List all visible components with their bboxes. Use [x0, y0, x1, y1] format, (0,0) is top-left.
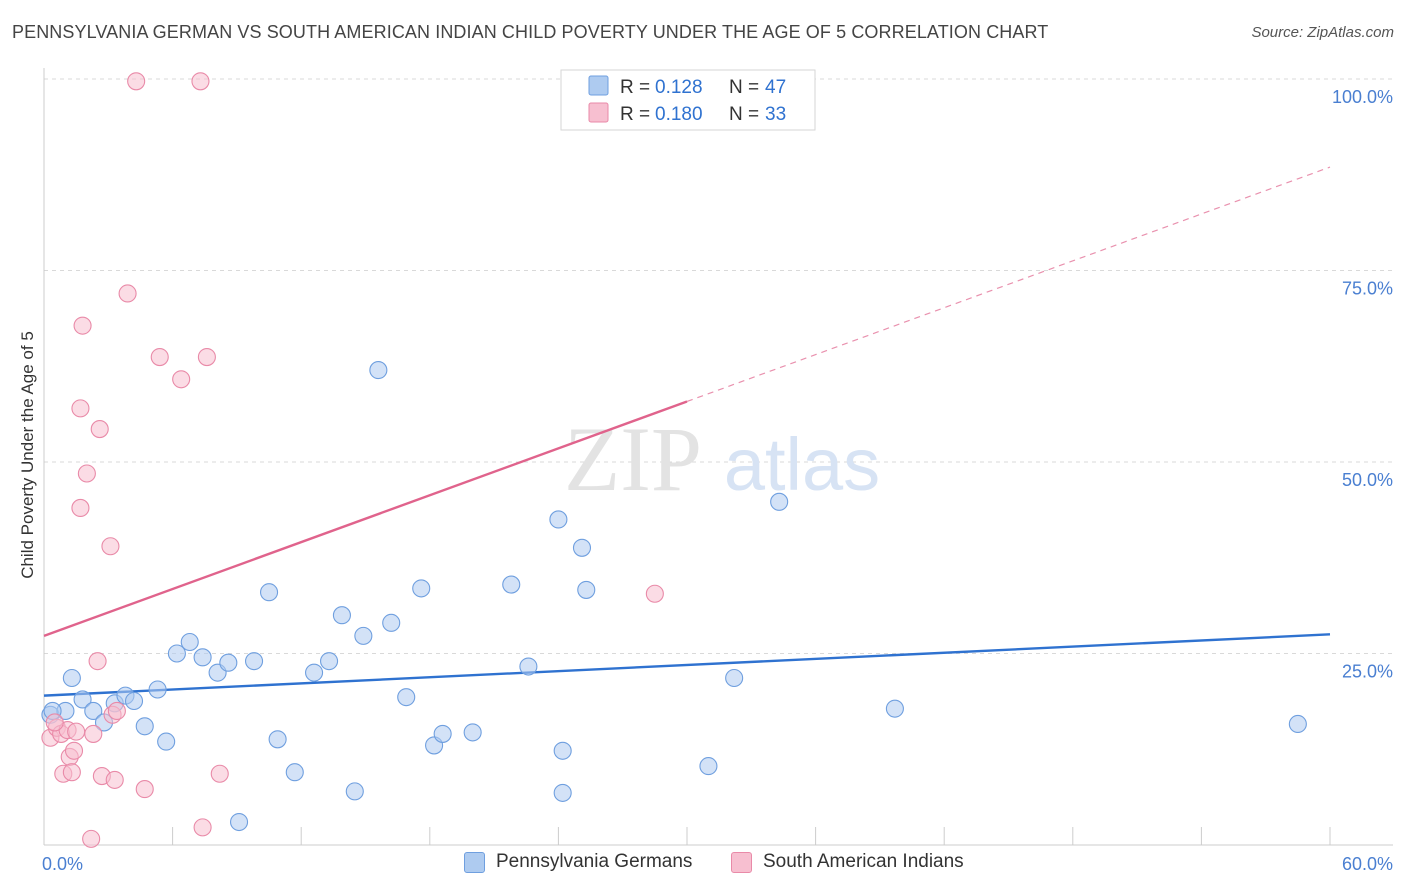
- pennsylvania-germans-point: [519, 657, 538, 676]
- pennsylvania-germans-point: [219, 653, 238, 672]
- south-american-indians-point: [77, 464, 96, 483]
- pennsylvania-germans-point: [268, 730, 287, 749]
- south-american-indians-point: [90, 420, 109, 439]
- legend-r-value-2: 0.180: [655, 104, 703, 125]
- legend-swatch-pennsylvania-germans: [464, 851, 485, 873]
- pennsylvania-germans-point: [332, 606, 351, 625]
- pennsylvania-germans-point: [180, 632, 199, 652]
- y-tick-label: 25.0%: [1342, 662, 1393, 682]
- south-american-indians-point: [645, 584, 664, 603]
- pennsylvania-germans-point: [135, 717, 154, 736]
- pennsylvania-germans-point: [320, 652, 339, 671]
- legend-item-south-american-indians: South American Indians: [731, 851, 964, 873]
- pennsylvania-germans-point: [354, 626, 373, 645]
- south-american-indians-point: [150, 348, 169, 367]
- south-american-indians-point: [210, 764, 229, 783]
- pennsylvania-germans-point: [502, 575, 521, 594]
- south-american-indians-point: [71, 498, 90, 518]
- pennsylvania-germans-trendline: [43, 633, 1331, 697]
- pennsylvania-germans-point: [412, 579, 431, 598]
- south-american-indians-point: [127, 72, 146, 91]
- south-american-indians-trendline: [43, 400, 688, 638]
- south-american-indians-point: [118, 284, 137, 303]
- pennsylvania-germans-point: [553, 741, 572, 760]
- pennsylvania-germans-point: [699, 757, 718, 776]
- y-tick-label: 50.0%: [1342, 470, 1393, 490]
- pennsylvania-germans-point: [84, 701, 103, 721]
- south-american-indians-point: [191, 72, 210, 91]
- south-american-indians-point: [107, 701, 126, 721]
- y-tick-label: 100.0%: [1332, 87, 1393, 107]
- pennsylvania-germans-point: [244, 652, 264, 671]
- legend-label-pennsylvania-germans: Pennsylvania Germans: [496, 851, 693, 872]
- pennsylvania-germans-point: [553, 783, 572, 802]
- south-american-indians-point: [101, 537, 120, 556]
- chart-title: PENNSYLVANIA GERMAN VS SOUTH AMERICAN IN…: [12, 22, 1049, 42]
- pennsylvania-germans-point: [382, 613, 401, 632]
- watermark-atlas: atlas: [724, 423, 880, 506]
- legend-swatch-south-american-indians: [731, 851, 752, 873]
- pennsylvania-germans-point: [148, 680, 167, 699]
- south-american-indians-point: [88, 652, 107, 671]
- south-american-indians-point: [73, 316, 92, 335]
- south-american-indians-point: [172, 370, 191, 389]
- pennsylvania-germans-point: [433, 724, 452, 743]
- south-american-indians-trendline-extension: [686, 166, 1331, 403]
- pennsylvania-germans-point: [124, 691, 144, 711]
- legend-label-south-american-indians: South American Indians: [763, 851, 964, 872]
- south-american-indians-point: [62, 763, 81, 782]
- south-american-indians-point: [105, 770, 124, 789]
- pennsylvania-germans-point: [62, 668, 81, 688]
- y-tick-label: 75.0%: [1342, 279, 1393, 299]
- legend-swatch-pink: [588, 102, 609, 123]
- pennsylvania-germans-point: [369, 361, 388, 380]
- south-american-indians-point: [193, 818, 212, 837]
- south-american-indians-point: [82, 829, 101, 848]
- x-tick-label-min: 0.0%: [42, 854, 83, 874]
- south-american-indians-point: [71, 399, 90, 418]
- pennsylvania-germans-point: [259, 583, 279, 602]
- y-axis-title: Child Poverty Under the Age of 5: [18, 331, 37, 579]
- legend-n-label-2: N =: [729, 104, 759, 125]
- south-american-indians-point: [84, 724, 103, 743]
- pennsylvania-germans-point: [157, 732, 176, 751]
- south-american-indians-point: [45, 713, 64, 732]
- legend-n-value-1: 47: [765, 77, 786, 98]
- legend-item-pennsylvania-germans: Pennsylvania Germans: [464, 851, 692, 873]
- legend-r-label-1: R =: [620, 77, 650, 98]
- pennsylvania-germans-point: [770, 492, 789, 511]
- south-american-indians-point: [135, 780, 154, 799]
- x-tick-label-max: 60.0%: [1342, 854, 1393, 874]
- legend-swatch-blue: [588, 75, 609, 96]
- south-american-indians-point: [64, 741, 84, 760]
- pennsylvania-germans-point: [725, 668, 744, 688]
- pennsylvania-germans-point: [345, 782, 364, 801]
- legend-r-value-1: 0.128: [655, 77, 703, 98]
- pennsylvania-germans-point: [397, 688, 416, 707]
- pennsylvania-germans-point: [1288, 714, 1307, 734]
- pennsylvania-germans-point: [193, 648, 212, 667]
- legend-n-label-1: N =: [729, 77, 759, 98]
- legend-r-label-2: R =: [620, 104, 650, 125]
- south-american-indians-point: [197, 348, 216, 367]
- pennsylvania-germans-point: [167, 644, 186, 663]
- pennsylvania-germans-point: [549, 510, 568, 529]
- pennsylvania-germans-point: [305, 663, 324, 682]
- south-american-indians-point: [67, 722, 86, 741]
- pennsylvania-germans-point: [229, 812, 249, 832]
- pennsylvania-germans-point: [73, 690, 92, 709]
- series-legend: Pennsylvania Germans South American Indi…: [0, 851, 1406, 877]
- legend-n-value-2: 33: [765, 104, 786, 125]
- correlation-legend: R = 0.128 N = 47 R = 0.180 N = 33: [560, 69, 816, 131]
- pennsylvania-germans-point: [285, 763, 304, 782]
- pennsylvania-germans-point: [463, 723, 482, 742]
- chart-source: Source: ZipAtlas.com: [1251, 24, 1394, 41]
- watermark-zip: ZIP: [564, 408, 702, 510]
- pennsylvania-germans-point: [577, 580, 596, 599]
- pennsylvania-germans-point: [572, 538, 592, 557]
- pennsylvania-germans-point: [885, 699, 904, 718]
